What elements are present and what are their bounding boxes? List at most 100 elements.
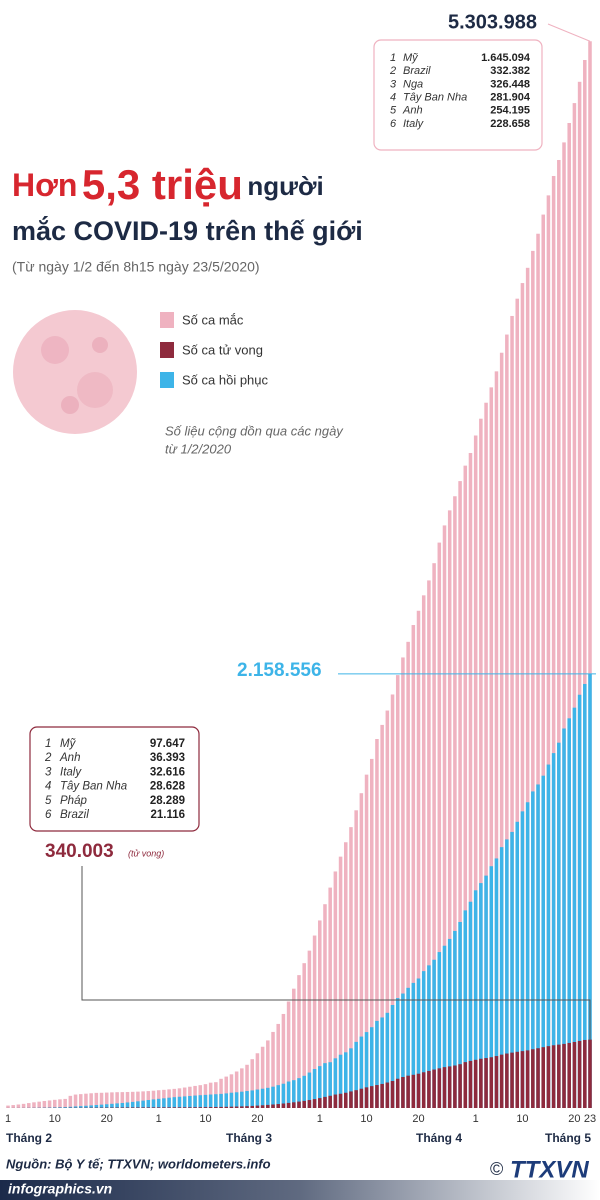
bar <box>390 1005 395 1108</box>
bar <box>255 1089 260 1108</box>
bar <box>286 1001 291 1108</box>
bar <box>281 1013 286 1108</box>
bar <box>162 1098 166 1108</box>
bar <box>364 1087 369 1108</box>
bar <box>385 1082 390 1108</box>
bar <box>333 871 338 1108</box>
bar <box>494 1056 499 1108</box>
bar <box>172 1107 177 1108</box>
bar <box>182 1096 187 1108</box>
bar <box>505 839 509 1108</box>
legend-label: Số ca tử vong <box>182 342 263 357</box>
bar <box>240 1106 244 1108</box>
bar <box>401 993 405 1108</box>
bar <box>245 1106 249 1108</box>
x-tick-label: 20 <box>101 1113 113 1125</box>
bar <box>125 1102 130 1108</box>
bar <box>78 1094 83 1108</box>
end-label: 5.303.988 <box>448 11 537 33</box>
bar <box>266 1040 270 1108</box>
bar <box>276 1023 280 1108</box>
bar <box>395 998 400 1108</box>
bar <box>390 1081 395 1108</box>
bar <box>421 595 426 1108</box>
bar <box>541 1047 545 1108</box>
bar <box>130 1107 135 1108</box>
bar <box>421 1072 426 1108</box>
bar <box>188 1095 192 1108</box>
table-value: 1.645.094 <box>481 52 531 64</box>
bar <box>442 525 447 1108</box>
table-value: 332.382 <box>490 65 530 77</box>
bar <box>369 1027 374 1108</box>
bar <box>156 1107 161 1108</box>
bar <box>110 1103 114 1108</box>
bar <box>489 387 494 1108</box>
bar <box>572 103 577 1109</box>
table-rank: 1 <box>45 738 51 750</box>
bar <box>312 1069 317 1108</box>
bar <box>375 1020 379 1108</box>
bar <box>162 1107 166 1108</box>
deaths-table-box <box>29 726 200 832</box>
bar <box>68 1095 73 1108</box>
bar <box>338 1093 343 1108</box>
table-country: Italy <box>60 766 82 778</box>
title-line2: mắc COVID-19 trên thế giới <box>12 215 363 246</box>
bar <box>328 1095 332 1108</box>
bar <box>193 1107 197 1108</box>
bar <box>271 1104 275 1108</box>
bar <box>214 1106 218 1108</box>
bar <box>21 1103 26 1108</box>
bar <box>427 965 431 1108</box>
bar <box>286 1081 291 1108</box>
bar <box>551 175 556 1108</box>
bar <box>219 1106 223 1108</box>
bar <box>479 1058 483 1108</box>
website: infographics.vn <box>8 1181 112 1197</box>
x-tick-label: 1 <box>317 1113 323 1125</box>
bar <box>104 1092 109 1108</box>
bar <box>338 1054 343 1108</box>
bar <box>583 1039 587 1108</box>
bar <box>120 1092 125 1108</box>
bar <box>255 1053 260 1108</box>
bar <box>354 1041 358 1108</box>
bar <box>484 875 488 1108</box>
footer-strip <box>0 1180 600 1200</box>
bar <box>489 866 494 1108</box>
bar <box>557 159 561 1108</box>
bar <box>271 1086 275 1108</box>
bar <box>447 510 452 1109</box>
bar <box>53 1099 57 1108</box>
bar <box>479 883 483 1108</box>
bar <box>276 1104 280 1108</box>
end-label: 340.003 <box>45 841 114 862</box>
bar <box>546 1046 551 1108</box>
bar <box>53 1107 57 1108</box>
bar <box>395 1078 400 1108</box>
x-tick-label: 20 <box>568 1113 580 1125</box>
bars <box>6 41 592 1109</box>
bar <box>136 1107 140 1108</box>
bar <box>250 1090 254 1108</box>
bar <box>406 1075 410 1108</box>
bar <box>536 1048 540 1108</box>
bar <box>234 1106 239 1108</box>
bar <box>489 1057 494 1108</box>
bar <box>266 1104 270 1108</box>
virus-image <box>13 310 137 434</box>
bar <box>120 1102 125 1108</box>
bar <box>546 195 551 1109</box>
bar <box>437 952 442 1108</box>
legend-swatch <box>160 342 174 358</box>
bar <box>214 1094 218 1108</box>
bar <box>359 1088 364 1108</box>
note: Số liệu cộng dồn qua các ngày <box>165 423 344 438</box>
bar <box>110 1092 114 1108</box>
bar <box>359 1036 364 1108</box>
bar <box>583 683 587 1108</box>
bar <box>442 1067 447 1108</box>
bar <box>494 858 499 1108</box>
